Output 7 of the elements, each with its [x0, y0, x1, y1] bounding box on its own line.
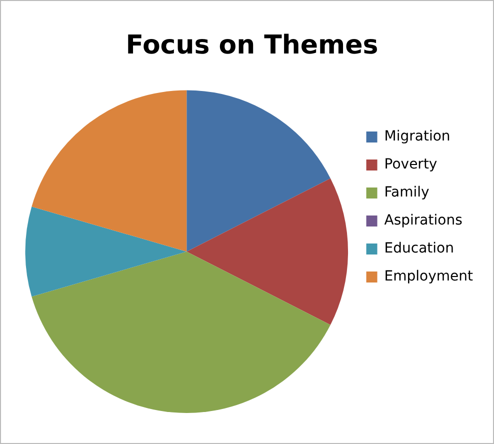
legend-label: Education — [384, 240, 454, 257]
legend-label: Employment — [384, 268, 474, 285]
legend-label: Poverty — [384, 156, 438, 173]
legend-label: Family — [384, 184, 430, 201]
legend-label: Aspirations — [384, 212, 462, 229]
legend-label: Migration — [384, 128, 450, 145]
chart-title: Focus on Themes — [126, 30, 378, 60]
